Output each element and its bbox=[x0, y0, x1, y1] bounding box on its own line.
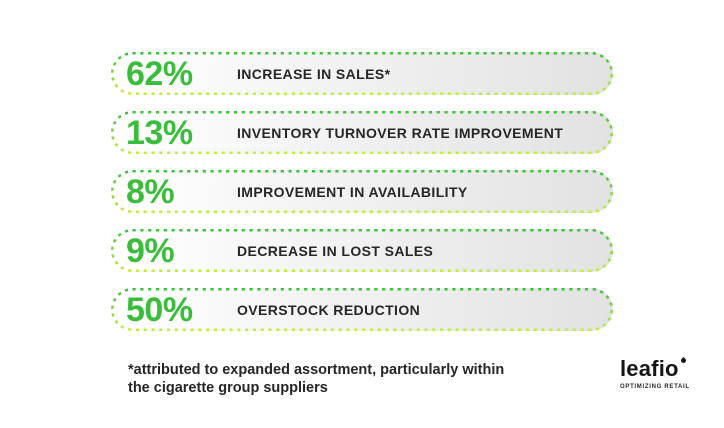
stat-row-increase-in-sales: 62% INCREASE IN SALES* bbox=[111, 52, 613, 95]
logo-tagline: OPTIMIZING RETAIL bbox=[620, 384, 690, 390]
stat-label: DECREASE IN LOST SALES bbox=[237, 242, 434, 259]
stat-label: IMPROVEMENT IN AVAILABILITY bbox=[237, 183, 468, 200]
leafio-logo: leafio OPTIMIZING RETAIL bbox=[620, 356, 690, 390]
stat-label: OVERSTOCK REDUCTION bbox=[237, 301, 421, 318]
kpi-stats-list: 62% INCREASE IN SALES* 13% INVENTORY TUR… bbox=[111, 52, 613, 331]
stat-row-availability: 8% IMPROVEMENT IN AVAILABILITY bbox=[111, 170, 613, 213]
stat-row-overstock: 50% OVERSTOCK REDUCTION bbox=[111, 288, 613, 331]
footnote: *attributed to expanded assortment, part… bbox=[128, 361, 504, 397]
stat-value: 8% bbox=[126, 172, 175, 211]
stat-row-inventory-turnover: 13% INVENTORY TURNOVER RATE IMPROVEMENT bbox=[111, 111, 613, 154]
logo-wordmark: leafio bbox=[620, 356, 687, 381]
footnote-line-2: the cigarette group suppliers bbox=[128, 380, 328, 396]
stat-value: 9% bbox=[126, 231, 175, 270]
logo-word-text: leafio bbox=[620, 356, 679, 381]
stat-value: 13% bbox=[126, 113, 193, 152]
stat-row-lost-sales: 9% DECREASE IN LOST SALES bbox=[111, 229, 613, 272]
stat-value: 62% bbox=[126, 54, 193, 93]
stat-value: 50% bbox=[126, 290, 193, 329]
leaf-dot-icon bbox=[679, 356, 687, 365]
stat-label: INCREASE IN SALES* bbox=[237, 65, 391, 82]
stat-label: INVENTORY TURNOVER RATE IMPROVEMENT bbox=[237, 124, 564, 141]
footnote-line-1: *attributed to expanded assortment, part… bbox=[128, 362, 505, 378]
